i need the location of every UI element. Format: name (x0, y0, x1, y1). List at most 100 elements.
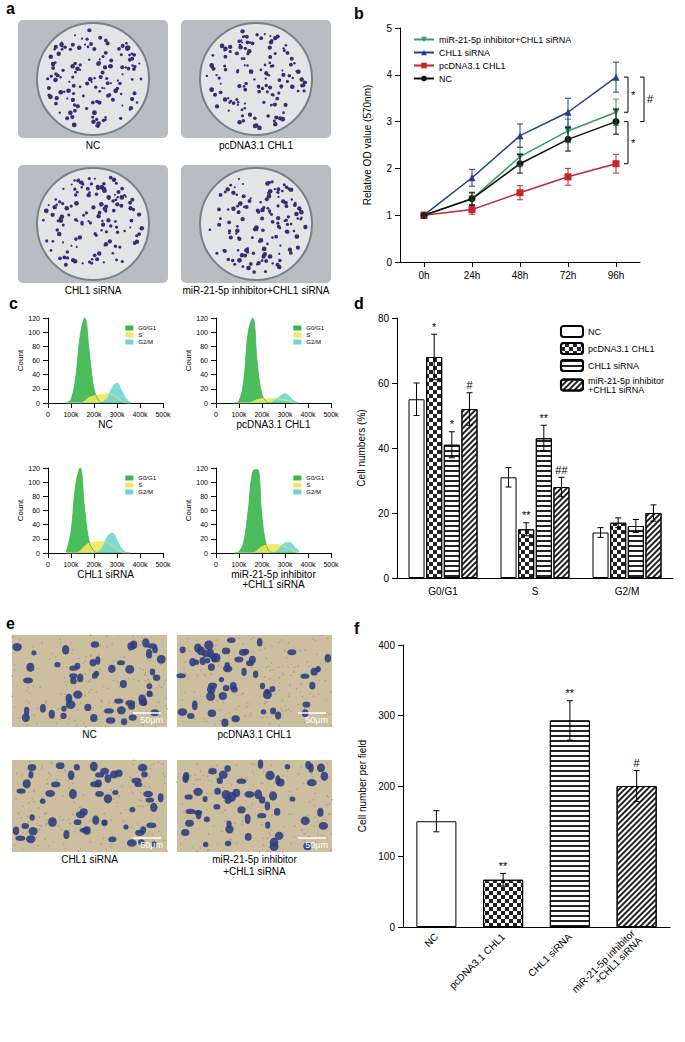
svg-text:2: 2 (386, 163, 392, 174)
svg-text:120: 120 (28, 465, 40, 472)
svg-text:G2/M: G2/M (306, 489, 321, 495)
svg-text:0: 0 (204, 400, 208, 407)
svg-text:72h: 72h (560, 270, 577, 281)
svg-text:0: 0 (36, 400, 40, 407)
svg-text:NC: NC (422, 931, 440, 949)
svg-text:Cell numbers (%): Cell numbers (%) (356, 409, 367, 486)
svg-text:48h: 48h (512, 270, 529, 281)
svg-text:S: S (138, 332, 142, 338)
svg-text:Count: Count (16, 499, 25, 521)
svg-text:500k: 500k (155, 561, 171, 568)
svg-text:Cell number per field: Cell number per field (357, 740, 368, 832)
svg-text:pcDNA3.1 CHL1: pcDNA3.1 CHL1 (447, 931, 507, 991)
svg-text:20: 20 (200, 385, 208, 392)
svg-text:200: 200 (378, 781, 395, 792)
svg-text:60: 60 (32, 357, 40, 364)
svg-text:0: 0 (386, 257, 392, 268)
svg-text:50μm: 50μm (305, 715, 328, 725)
svg-text:G2/M: G2/M (138, 339, 153, 345)
svg-text:Relative OD value (570nm): Relative OD value (570nm) (362, 85, 373, 206)
svg-text:S: S (306, 332, 310, 338)
svg-text:80: 80 (200, 343, 208, 350)
svg-text:400k: 400k (300, 561, 316, 568)
svg-text:120: 120 (196, 465, 208, 472)
svg-text:40: 40 (32, 371, 40, 378)
svg-text:Count: Count (184, 499, 193, 521)
svg-text:1: 1 (386, 210, 392, 221)
svg-text:80: 80 (200, 493, 208, 500)
svg-text:0: 0 (214, 411, 218, 418)
svg-text:60: 60 (378, 378, 390, 389)
svg-text:**: ** (540, 412, 549, 424)
svg-text:0: 0 (389, 922, 395, 933)
svg-text:100k: 100k (231, 561, 247, 568)
svg-text:500k: 500k (323, 411, 339, 418)
svg-text:200k: 200k (86, 561, 102, 568)
svg-text:*: * (432, 321, 437, 333)
svg-text:**: ** (499, 860, 508, 872)
svg-text:CHL1 siRNA: CHL1 siRNA (526, 931, 574, 979)
svg-text:##: ## (555, 464, 568, 476)
svg-text:G0/G1: G0/G1 (428, 586, 458, 597)
svg-text:*: * (631, 137, 636, 149)
svg-text:+CHL1 siRNA: +CHL1 siRNA (588, 385, 644, 395)
svg-text:40: 40 (200, 521, 208, 528)
svg-text:40: 40 (32, 521, 40, 528)
svg-text:0: 0 (46, 411, 50, 418)
svg-text:60: 60 (200, 507, 208, 514)
svg-text:400k: 400k (132, 411, 148, 418)
svg-text:Count: Count (16, 349, 25, 371)
svg-text:80: 80 (378, 313, 390, 324)
svg-text:S: S (306, 482, 310, 488)
svg-text:500k: 500k (155, 411, 171, 418)
svg-text:d: d (354, 295, 364, 312)
svg-text:100: 100 (28, 329, 40, 336)
svg-text:100k: 100k (63, 411, 79, 418)
svg-text:80: 80 (32, 493, 40, 500)
svg-text:50μm: 50μm (305, 840, 328, 850)
svg-text:CHL1 siRNA: CHL1 siRNA (77, 569, 134, 580)
svg-text:100: 100 (196, 329, 208, 336)
svg-text:0: 0 (46, 561, 50, 568)
svg-text:G0/G1: G0/G1 (306, 325, 324, 331)
svg-text:miR-21-5p inhibitor+CHL1 siRNA: miR-21-5p inhibitor+CHL1 siRNA (439, 35, 571, 45)
svg-text:miR-21-5p inhibitor: miR-21-5p inhibitor (570, 927, 638, 995)
svg-text:5: 5 (386, 23, 392, 34)
svg-text:f: f (354, 620, 360, 637)
svg-text:CHL1 siRNA: CHL1 siRNA (588, 361, 639, 371)
svg-text:200k: 200k (254, 411, 270, 418)
svg-text:300k: 300k (109, 561, 125, 568)
svg-text:c: c (9, 295, 18, 312)
svg-text:0h: 0h (418, 270, 429, 281)
svg-text:100: 100 (196, 479, 208, 486)
svg-text:G2/M: G2/M (615, 586, 639, 597)
svg-text:100k: 100k (63, 561, 79, 568)
svg-text:CHL1 siRNA: CHL1 siRNA (439, 48, 490, 58)
svg-text:#: # (466, 379, 473, 391)
svg-text:100k: 100k (231, 411, 247, 418)
svg-text:G0/G1: G0/G1 (306, 475, 324, 481)
svg-text:20: 20 (32, 385, 40, 392)
svg-text:300k: 300k (277, 561, 293, 568)
svg-text:20: 20 (200, 535, 208, 542)
svg-text:200k: 200k (254, 561, 270, 568)
svg-text:40: 40 (378, 443, 390, 454)
svg-text:300k: 300k (277, 411, 293, 418)
svg-text:b: b (354, 5, 364, 22)
svg-text:200k: 200k (86, 411, 102, 418)
svg-text:0: 0 (383, 573, 389, 584)
svg-text:*: * (631, 89, 636, 101)
svg-text:G2/M: G2/M (138, 489, 153, 495)
svg-text:100: 100 (28, 479, 40, 486)
svg-text:500k: 500k (323, 561, 339, 568)
svg-text:60: 60 (32, 507, 40, 514)
svg-text:NC: NC (439, 74, 452, 84)
svg-text:#: # (647, 93, 654, 105)
svg-text:4: 4 (386, 69, 392, 80)
svg-text:400: 400 (378, 640, 395, 651)
svg-text:400k: 400k (300, 411, 316, 418)
svg-text:300k: 300k (109, 411, 125, 418)
svg-text:50μm: 50μm (140, 715, 163, 725)
svg-text:NC: NC (98, 419, 112, 430)
svg-text:120: 120 (28, 315, 40, 322)
